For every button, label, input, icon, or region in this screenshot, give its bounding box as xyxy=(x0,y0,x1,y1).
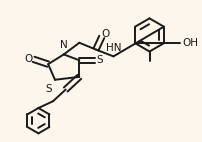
Text: N: N xyxy=(60,40,67,50)
Text: HN: HN xyxy=(105,43,121,53)
Text: S: S xyxy=(96,55,103,65)
Text: OH: OH xyxy=(182,38,198,48)
Text: O: O xyxy=(24,54,33,64)
Text: S: S xyxy=(46,83,52,94)
Text: O: O xyxy=(101,29,109,39)
